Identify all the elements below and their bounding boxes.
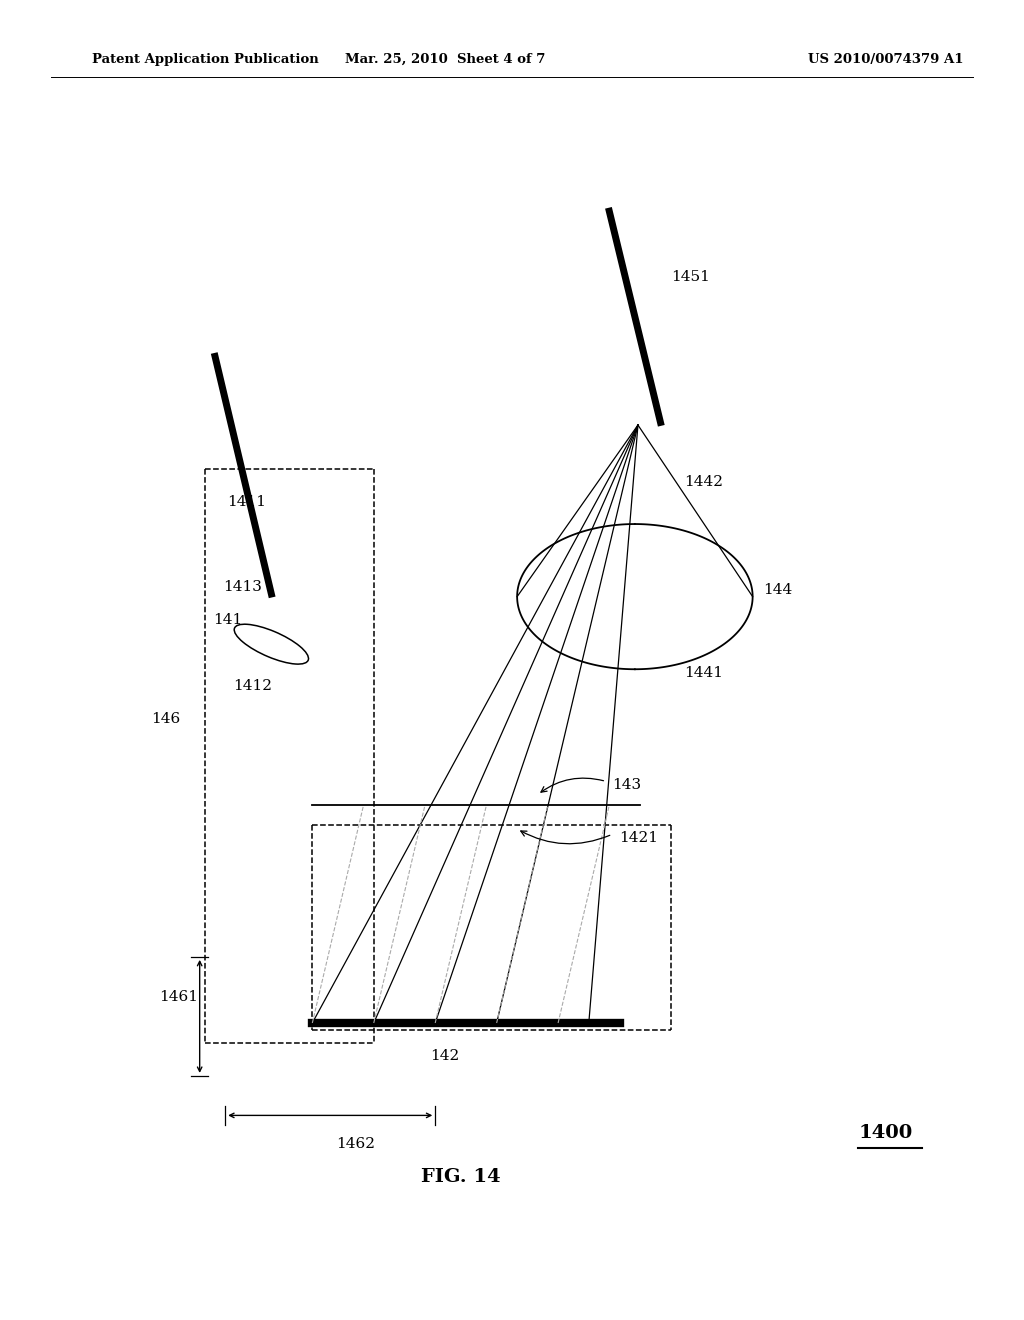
- Text: 146: 146: [152, 713, 181, 726]
- Text: 1400: 1400: [858, 1123, 912, 1142]
- Text: Mar. 25, 2010  Sheet 4 of 7: Mar. 25, 2010 Sheet 4 of 7: [345, 53, 546, 66]
- Text: 1451: 1451: [671, 271, 710, 284]
- Text: 1411: 1411: [227, 495, 266, 508]
- Text: 1413: 1413: [223, 581, 262, 594]
- Text: US 2010/0074379 A1: US 2010/0074379 A1: [808, 53, 964, 66]
- Text: 1442: 1442: [684, 475, 723, 488]
- Text: 1462: 1462: [336, 1138, 375, 1151]
- Text: Patent Application Publication: Patent Application Publication: [92, 53, 318, 66]
- Text: 1461: 1461: [159, 990, 198, 1003]
- Text: FIG. 14: FIG. 14: [421, 1168, 501, 1187]
- Text: 1441: 1441: [684, 667, 723, 680]
- Text: 1412: 1412: [233, 680, 272, 693]
- Text: 141: 141: [213, 614, 243, 627]
- Text: 1421: 1421: [620, 832, 658, 845]
- Text: 144: 144: [763, 583, 793, 597]
- Text: 143: 143: [612, 779, 641, 792]
- Text: 142: 142: [430, 1049, 460, 1063]
